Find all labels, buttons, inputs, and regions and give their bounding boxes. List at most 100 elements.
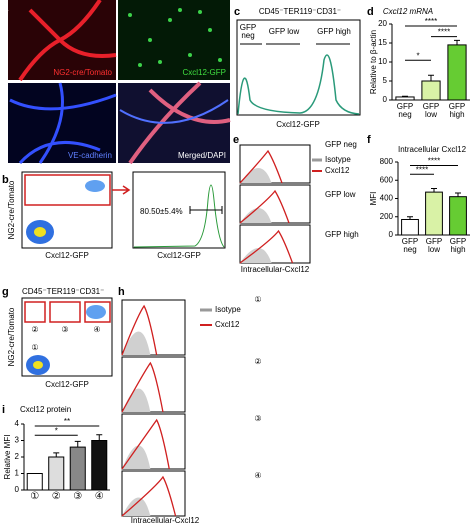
row-label: ②	[254, 357, 261, 366]
bar	[447, 44, 467, 101]
significance: *	[416, 51, 419, 60]
gate-label: ④	[93, 325, 100, 334]
error-bar	[53, 452, 60, 457]
population	[85, 180, 105, 192]
x-label: Cxcl12-GFP	[45, 380, 89, 389]
caption: NG2-cre/Tomato	[53, 68, 112, 77]
y-tick-label: 3	[15, 436, 20, 445]
histogram	[133, 184, 225, 248]
vessel	[18, 0, 117, 82]
y-tick-label: 0	[383, 95, 388, 104]
x-label: Cxcl12-GFP	[276, 120, 320, 129]
bar	[48, 456, 65, 491]
panel-label: b	[2, 174, 9, 186]
vessel	[128, 81, 231, 165]
isotype-histogram	[240, 168, 272, 183]
isotype-histogram	[122, 497, 151, 516]
cxcl12-histogram	[121, 475, 177, 517]
gate	[24, 174, 111, 206]
chart-title: Intracellular Cxcl12	[398, 145, 467, 154]
plot-frame	[236, 19, 361, 116]
panel-label: d	[367, 6, 374, 18]
x-tick-label: GFP high	[448, 102, 466, 119]
bar	[69, 446, 86, 491]
bar	[395, 96, 415, 101]
error-bar	[407, 216, 413, 220]
bar	[91, 440, 108, 491]
gate	[24, 301, 111, 323]
caption: VE-cadherin	[68, 151, 112, 160]
x-tick-label: GFP neg	[396, 102, 414, 119]
x-label: Cxcl12-GFP	[157, 251, 201, 260]
legend-entry: Isotype	[215, 305, 241, 314]
gate-label: ①	[31, 343, 38, 352]
population	[86, 305, 106, 319]
bar	[421, 80, 441, 101]
histogram	[237, 54, 360, 115]
gate-bar	[189, 206, 223, 214]
x-label: Intracellular-Cxcl12	[131, 516, 200, 525]
bar	[449, 196, 467, 236]
legend-entry: Cxcl12	[325, 166, 350, 175]
y-tick-label: 5	[383, 76, 388, 85]
row-label: GFP low	[325, 190, 356, 199]
error-bar	[74, 440, 81, 448]
x-tick-label: GFP low	[422, 102, 440, 119]
y-label: NG2-cre/Tomato	[7, 307, 16, 366]
gate-label: GFP neg	[239, 23, 257, 40]
panel-label: f	[367, 134, 371, 146]
isotype-histogram	[240, 208, 272, 223]
significance: *	[55, 426, 58, 435]
y-tick-label: 10	[378, 57, 387, 66]
y-tick-label: 0	[15, 485, 20, 494]
y-tick-label: 600	[380, 175, 394, 184]
error-bar	[431, 187, 437, 193]
error-bar	[402, 95, 408, 97]
y-label: Relative MFI	[3, 435, 12, 480]
bar	[26, 473, 43, 491]
gate-label: ②	[31, 325, 38, 334]
panel-label: i	[2, 404, 5, 416]
image	[118, 0, 230, 80]
vessel	[119, 99, 229, 124]
significance: ****	[416, 165, 428, 174]
x-tick-label: GFP high	[449, 237, 467, 254]
panel-label: h	[118, 286, 125, 298]
y-tick-label: 2	[15, 452, 20, 461]
panel-label: a	[2, 2, 9, 14]
isotype-histogram	[122, 445, 151, 469]
y-label: NG2-cre/Tomato	[7, 180, 16, 239]
cells	[128, 8, 222, 67]
y-label: Relative to β-actin	[369, 30, 378, 94]
caption: Merged/DAPI	[178, 151, 226, 160]
panel-title: CD45⁻TER119⁻CD31⁻	[259, 7, 341, 16]
panel-label: e	[233, 134, 239, 146]
significance: ****	[428, 157, 440, 166]
cxcl12-histogram	[239, 189, 290, 224]
population	[34, 227, 46, 237]
error-bar	[428, 74, 434, 81]
y-tick-label: 4	[15, 419, 20, 428]
x-tick-label: ①	[30, 491, 40, 502]
error-bar	[455, 192, 461, 197]
x-tick-label: ③	[73, 491, 83, 502]
cxcl12-histogram	[121, 361, 164, 413]
row-label: ④	[254, 471, 261, 480]
arrow	[112, 185, 131, 195]
panel-title: CD45⁻TER119⁻CD31⁻	[22, 287, 104, 296]
y-tick-label: 200	[380, 212, 394, 221]
gate-label: ③	[61, 325, 68, 334]
x-label: Cxcl12-GFP	[45, 251, 89, 260]
vessel	[9, 82, 117, 165]
bar	[425, 191, 443, 236]
cxcl12-histogram	[121, 304, 158, 356]
row-label: ③	[254, 414, 261, 423]
x-label: Intracellular-Cxcl12	[241, 265, 310, 274]
error-bar	[454, 39, 460, 45]
cxcl12-histogram	[121, 418, 170, 470]
gate-label: GFP low	[268, 27, 300, 36]
x-tick-label: ④	[94, 491, 104, 502]
gate-label: GFP high	[317, 27, 351, 36]
row-label: GFP neg	[325, 140, 357, 149]
